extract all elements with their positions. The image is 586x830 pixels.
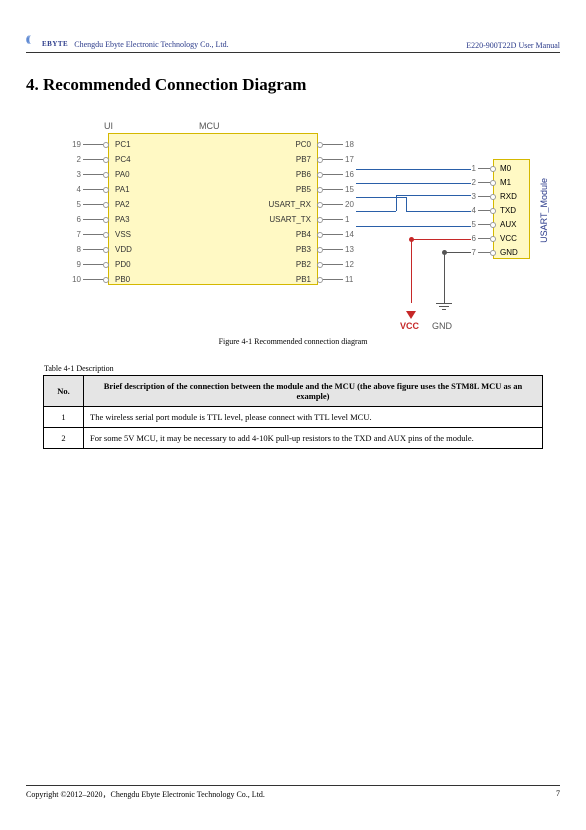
mcu-pin-right: PB313	[253, 243, 359, 256]
module-title: USART_Module	[539, 178, 549, 243]
mcu-pin-right: USART_TX1	[253, 213, 359, 226]
mcu-pin-right: PB212	[253, 258, 359, 271]
company-name: Chengdu Ebyte Electronic Technology Co.,…	[74, 40, 228, 49]
table-cell-no: 2	[44, 428, 84, 449]
doc-title: E220-900T22D User Manual	[466, 41, 560, 50]
mcu-pin-right: PB515	[253, 183, 359, 196]
table-caption: Table 4-1 Description	[44, 364, 560, 373]
mcu-pin-right: PB616	[253, 168, 359, 181]
table-header-desc: Brief description of the connection betw…	[84, 376, 543, 407]
module-pin: 3RXD	[466, 190, 517, 203]
module-pin: 4TXD	[466, 204, 516, 217]
table-cell-desc: For some 5V MCU, it may be necessary to …	[84, 428, 543, 449]
section-heading: 4. Recommended Connection Diagram	[26, 75, 560, 95]
connection-diagram: UI MCU 19PC1 2PC4 3PA0 4PA1 5PA2 6PA3 7VSS 8VDD…	[38, 119, 548, 329]
mcu-pin-right: PB717	[253, 153, 359, 166]
mcu-pin-left: 2PC4	[67, 153, 131, 166]
mcu-pin-right: PC018	[253, 138, 359, 151]
copyright: Copyright ©2012–2020，Chengdu Ebyte Elect…	[26, 789, 265, 800]
mcu-pin-right: PB111	[253, 273, 359, 286]
mcu-pin-left: 5PA2	[67, 198, 130, 211]
logo-block: EBYTE Chengdu Ebyte Electronic Technolog…	[26, 38, 229, 50]
mcu-pin-left: 6PA3	[67, 213, 130, 226]
module-pin: 1M0	[466, 162, 511, 175]
gnd-label: GND	[432, 321, 452, 331]
page-header: EBYTE Chengdu Ebyte Electronic Technolog…	[26, 38, 560, 53]
table-row: 1The wireless serial port module is TTL …	[44, 407, 543, 428]
gnd-symbol	[436, 303, 452, 310]
mcu-pin-left: 10PB0	[67, 273, 130, 286]
module-chip: USART_Module 1M02M13RXD4TXD5AUX6VCC7GND	[493, 159, 530, 259]
vcc-symbol	[406, 311, 416, 319]
mcu-pin-right: USART_RX20	[253, 198, 359, 211]
mcu-pin-left: 8VDD	[67, 243, 132, 256]
module-pin: 5AUX	[466, 218, 516, 231]
mcu-pin-right: PB414	[253, 228, 359, 241]
module-pin: 6VCC	[466, 232, 517, 245]
mcu-pin-left: 4PA1	[67, 183, 130, 196]
description-table: No. Brief description of the connection …	[43, 375, 543, 449]
page-footer: Copyright ©2012–2020，Chengdu Ebyte Elect…	[26, 785, 560, 800]
mcu-pin-left: 7VSS	[67, 228, 131, 241]
mcu-chip: UI MCU 19PC12PC43PA04PA15PA26PA37VSS8VDD…	[108, 133, 318, 285]
module-pin: 7GND	[466, 246, 518, 259]
module-pin: 2M1	[466, 176, 511, 189]
table-header-no: No.	[44, 376, 84, 407]
vcc-label: VCC	[400, 321, 419, 331]
table-cell-desc: The wireless serial port module is TTL l…	[84, 407, 543, 428]
page-number: 7	[556, 789, 560, 800]
table-row: 2For some 5V MCU, it may be necessary to…	[44, 428, 543, 449]
figure-caption: Figure 4-1 Recommended connection diagra…	[26, 337, 560, 346]
diagram-container: UI MCU 19PC1 2PC4 3PA0 4PA1 5PA2 6PA3 7VSS 8VDD…	[26, 119, 560, 329]
mcu-pin-left: 3PA0	[67, 168, 130, 181]
ui-title: UI	[104, 121, 113, 131]
logo-text: EBYTE	[42, 40, 68, 48]
logo-icon	[26, 38, 40, 50]
mcu-title: MCU	[199, 121, 220, 131]
mcu-pin-left: 9PD0	[67, 258, 131, 271]
table-cell-no: 1	[44, 407, 84, 428]
mcu-pin-left: 19PC1	[67, 138, 131, 151]
